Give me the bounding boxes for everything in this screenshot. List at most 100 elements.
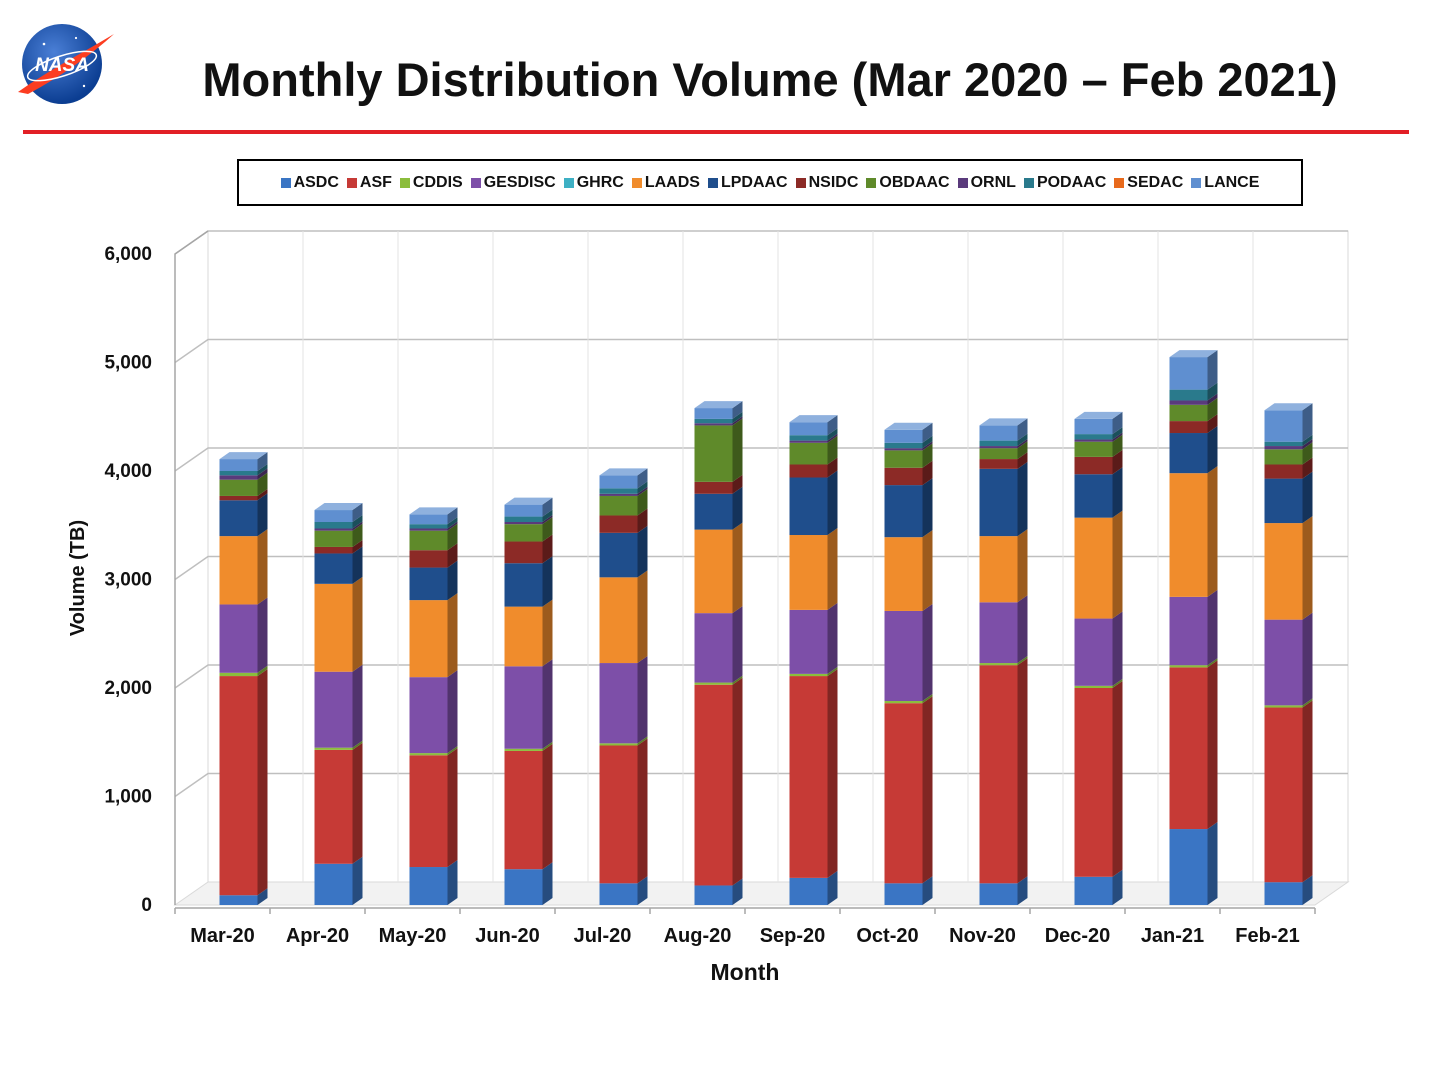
bar-segment-gesdisc-side (1017, 595, 1028, 664)
bar-segment-laads (599, 577, 638, 664)
legend-swatch (346, 177, 357, 188)
bar-segment-lance-top (1264, 403, 1313, 411)
legend-item-lance: LANCE (1191, 174, 1259, 192)
bar-segment-cddis (1074, 685, 1113, 688)
bar-segment-ornl-side (1112, 432, 1123, 442)
legend-label: PODAAC (1036, 173, 1107, 191)
bar-segment-laads-side (542, 599, 553, 667)
bar-segment-lance-side (1302, 403, 1313, 442)
bar-segment-asf-side (827, 669, 838, 878)
legend-label: ORNL (970, 173, 1016, 191)
bar-segment-nsidc (314, 546, 353, 554)
nasa-logo: NASA (18, 24, 114, 104)
legend-item-gesdisc: GESDISC (470, 174, 556, 192)
legend-item-podaac: PODAAC (1023, 173, 1107, 192)
legend-label: ASDC (293, 173, 339, 191)
bar-segment-nsidc (1074, 456, 1113, 475)
bar-segment-asf-side (257, 669, 268, 896)
bar-segment-ornl-side (922, 441, 933, 451)
bar-segment-nsidc-side (447, 543, 458, 568)
legend-item-asdc: ASDC (280, 173, 339, 192)
bar-segment-asdc-side (827, 870, 838, 905)
bar-segment-cddis (789, 673, 828, 677)
bar-segment-gesdisc (789, 609, 828, 674)
bar-segment-asdc-side (732, 878, 743, 905)
bar-segment-nsidc (979, 459, 1018, 469)
bar-segment-nsidc (599, 515, 638, 533)
bar-segment-laads-side (1302, 516, 1313, 620)
y-tick-label: 3,000 (104, 570, 152, 591)
bar-segment-ornl (219, 475, 258, 480)
bar-segment-obdaac-side (1302, 442, 1313, 465)
bar-segment-podaac (979, 440, 1018, 447)
bar-segment-lpdaac-side (1302, 471, 1313, 524)
bar-segment-asf-side (542, 743, 553, 870)
bar-segment-asf-side (732, 677, 743, 886)
bar-segment-nsidc-side (637, 508, 648, 533)
bar-segment-lance (789, 422, 828, 436)
bar-segment-asf-side (352, 742, 363, 864)
bar-segment-asf-side (1302, 700, 1313, 883)
bar-segment-asf (409, 755, 448, 868)
legend-item-cddis: CDDIS (399, 174, 463, 192)
bar-segment-laads (504, 606, 543, 667)
bar-segment-podaac-side (542, 509, 553, 522)
bar-segment-obdaac (219, 479, 258, 496)
bar-segment-lpdaac (1074, 474, 1113, 518)
bar-segment-lance (1264, 410, 1303, 442)
bar-segment-nsidc-side (1112, 449, 1123, 475)
bar-segment-lpdaac (694, 493, 733, 530)
y-tick-label: 2,000 (104, 678, 152, 699)
bar-segment-asf (979, 665, 1018, 884)
bar-segment-lpdaac-side (1017, 461, 1028, 537)
bar-segment-nsidc-side (827, 457, 838, 478)
bar-segment-cddis (1264, 705, 1303, 708)
bar-segment-laads-side (1112, 510, 1123, 619)
bar-segment-lance-top (409, 507, 458, 515)
bar-segment-ornl (694, 423, 733, 426)
x-axis-title: Month (711, 959, 780, 985)
bar-segment-lance-side (257, 452, 268, 471)
bar-segment-obdaac-side (1207, 397, 1218, 422)
bar-segment-obdaac (409, 530, 448, 551)
y-tick-label: 4,000 (104, 461, 152, 482)
bar-segment-asdc-side (257, 888, 268, 905)
bar-segment-gesdisc (219, 604, 258, 673)
x-tick-label: Sep-20 (760, 925, 826, 947)
bar-segment-ornl-side (352, 521, 363, 531)
bar-segment-ornl-side (447, 521, 458, 531)
bar-segment-lance-top (1074, 411, 1123, 419)
bar-segment-ornl-side (637, 486, 648, 496)
bar-segment-asf (694, 684, 733, 886)
bar-segment-asdc (504, 869, 543, 905)
bar-segment-asdc-side (447, 860, 458, 905)
bar-segment-gesdisc (1074, 618, 1113, 686)
chart-floor (173, 881, 1350, 906)
x-tick-label: Jan-21 (1141, 925, 1204, 947)
bar-segment-asdc (409, 867, 448, 905)
bar-segment-lance-top (504, 497, 553, 505)
bar-segment-ornl-side (1017, 439, 1028, 449)
legend-item-asf: ASF (346, 174, 392, 192)
bar-segment-ornl-side (1207, 393, 1218, 405)
bar-segment-laads (314, 583, 353, 672)
bar-segment-obdaac-side (1112, 434, 1123, 457)
bar-segment-lance-top (314, 503, 363, 511)
bar-segment-asf (504, 750, 543, 870)
bar-segment-lance (409, 514, 448, 525)
bar-segment-gesdisc (979, 602, 1018, 664)
legend-item-ornl: ORNL (957, 173, 1016, 192)
bar-segment-ornl (789, 440, 828, 443)
bar-segment-cddis-side (1302, 698, 1313, 708)
y-axis-line (174, 230, 209, 905)
bar-segment-cddis-side (1207, 658, 1218, 668)
bar-segment-laads (1074, 517, 1113, 619)
bar-segment-lance-top (1169, 350, 1218, 358)
bar-segment-lpdaac-side (827, 470, 838, 536)
bar-segment-lance-side (827, 415, 838, 436)
x-tick-label: Jun-20 (475, 925, 539, 947)
bar-segment-cddis (884, 701, 923, 704)
bar-segment-laads (409, 600, 448, 678)
bar-segment-asf (1074, 688, 1113, 877)
